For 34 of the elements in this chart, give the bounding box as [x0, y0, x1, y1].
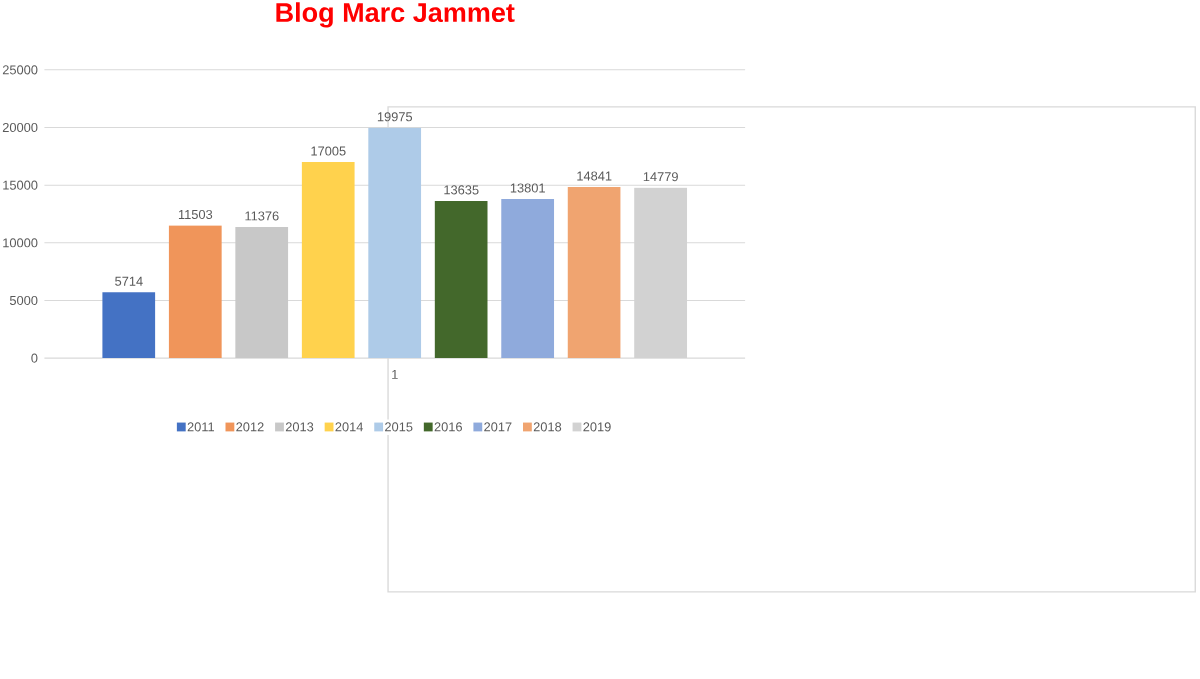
y-tick-label: 15000 [3, 180, 38, 190]
bar [168, 225, 222, 359]
bar [102, 292, 156, 359]
chart-title: Blog Marc Jammet [276, 2, 515, 28]
data-label: 14779 [643, 172, 678, 182]
data-label: 14841 [577, 171, 612, 181]
data-label: 11503 [178, 210, 213, 220]
y-tick-label: 10000 [3, 238, 38, 248]
bar [501, 199, 555, 359]
legend-label: 2019 [583, 422, 611, 432]
legend-label: 2012 [236, 422, 264, 432]
y-tick-label: 0 [31, 353, 38, 363]
legend-label: 2017 [484, 422, 512, 432]
data-label: 17005 [311, 146, 346, 156]
bar [235, 227, 289, 359]
y-tick-label: 5000 [9, 296, 38, 306]
data-label: 13635 [444, 185, 479, 195]
y-tick-label: 20000 [2, 123, 38, 133]
legend-label: 2018 [533, 422, 562, 432]
data-label: 19975 [377, 112, 413, 122]
x-tick-label: 1 [392, 370, 398, 379]
legend-label: 2016 [434, 422, 462, 432]
bar [368, 127, 422, 359]
legend-label: 2015 [385, 422, 413, 432]
legend-label: 2011 [187, 422, 215, 432]
bar [301, 162, 355, 359]
data-label: 5714 [115, 276, 143, 286]
bar [567, 187, 621, 359]
bar [434, 201, 488, 359]
legend-label: 2013 [285, 422, 314, 432]
y-tick-label: 25000 [2, 65, 38, 75]
legend-label: 2014 [335, 422, 364, 432]
data-label: 13801 [510, 183, 545, 193]
data-label: 11376 [245, 211, 279, 221]
